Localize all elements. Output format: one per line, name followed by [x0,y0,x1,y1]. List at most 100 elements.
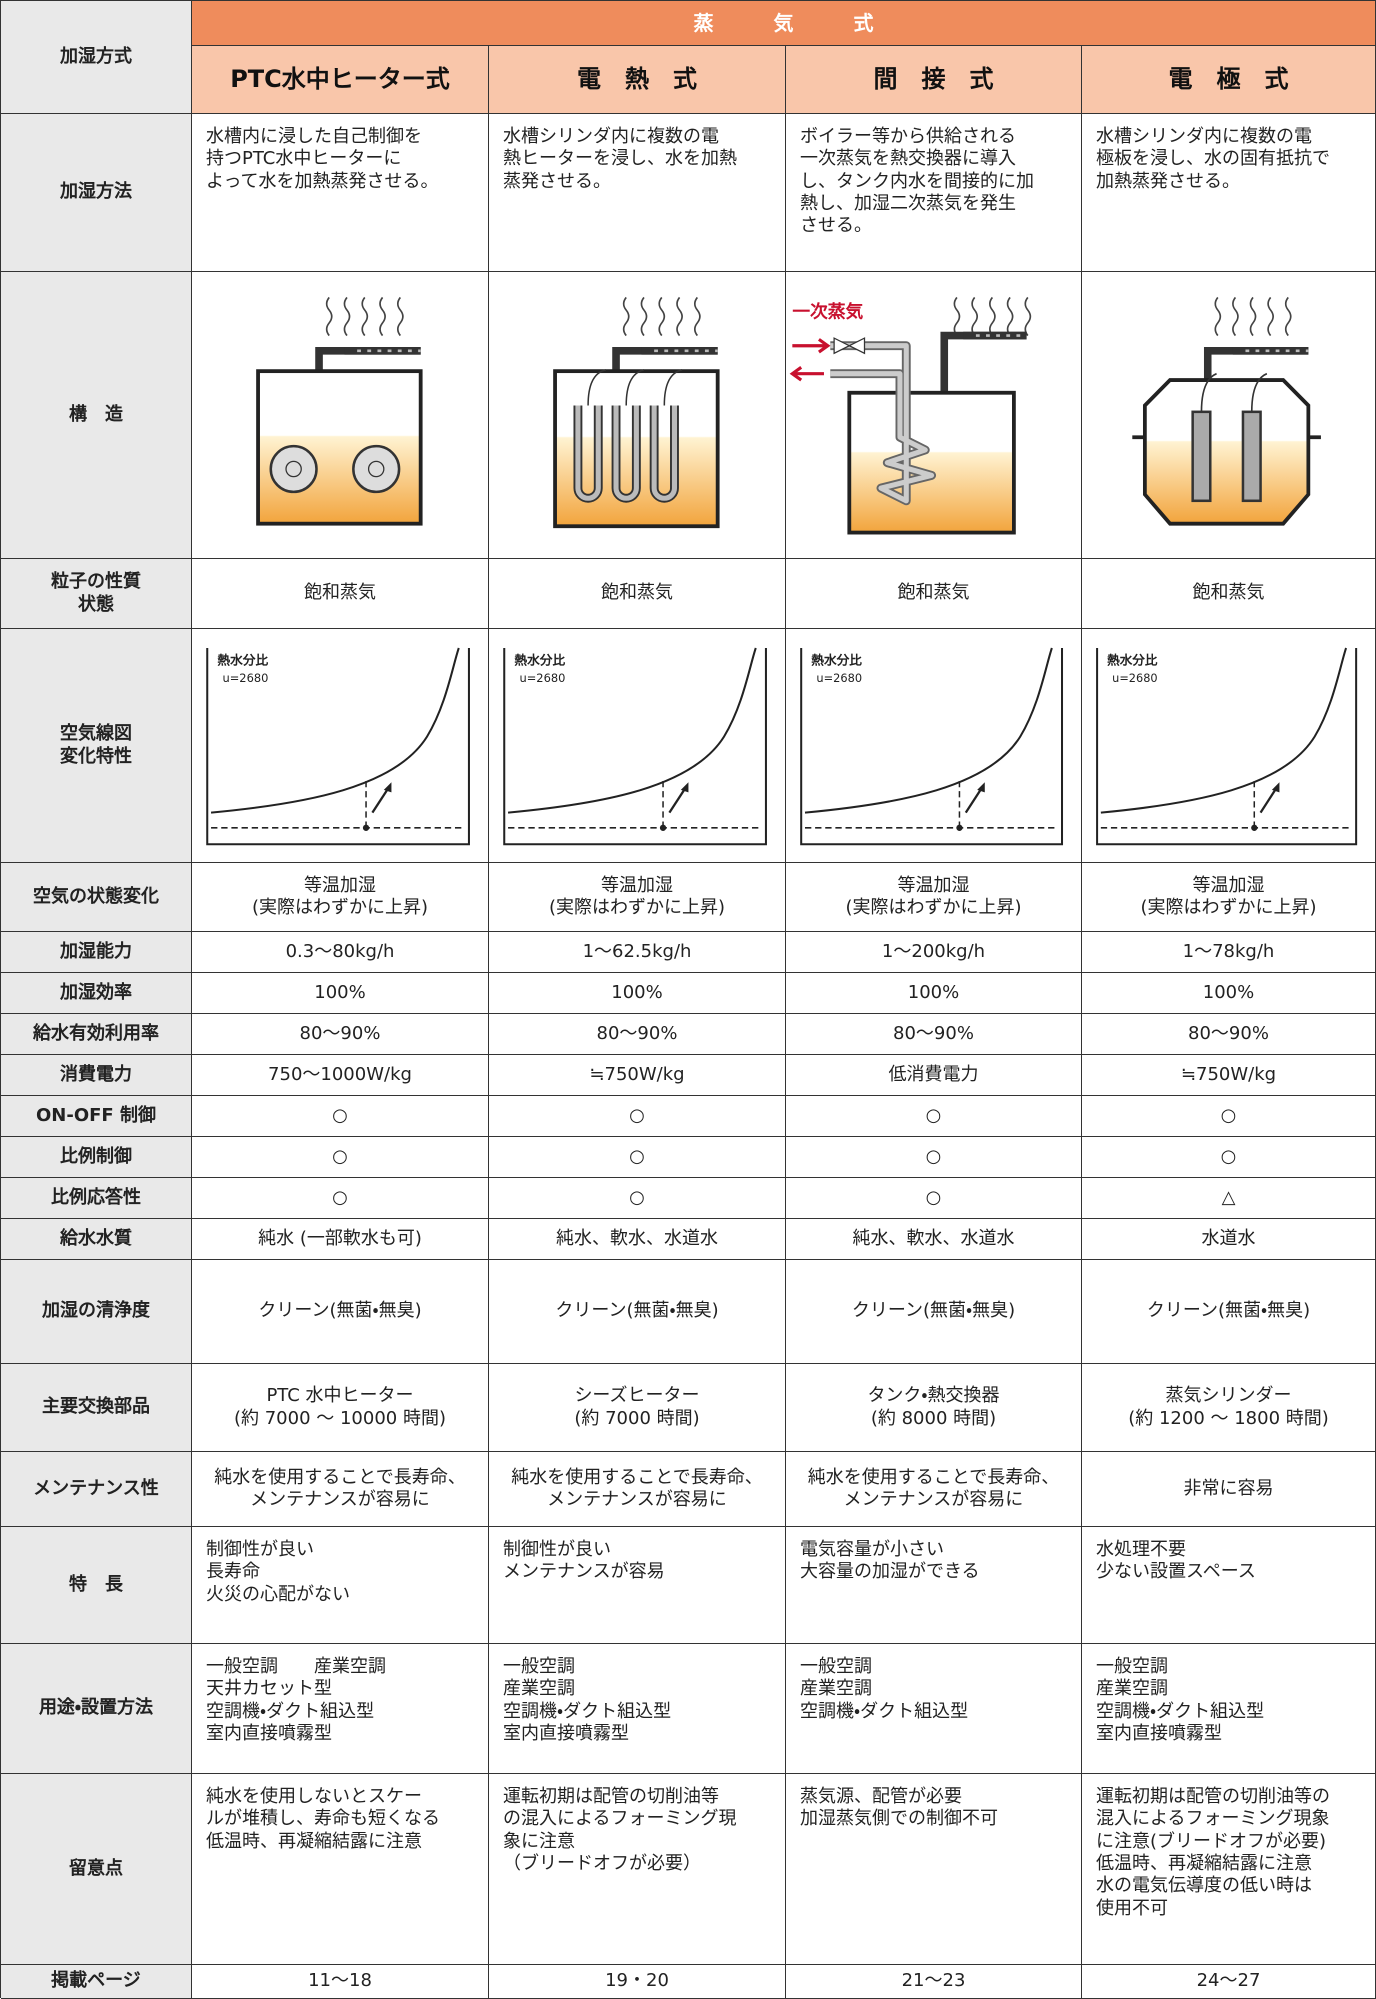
diagram-circle [352,444,401,494]
cell-text: 純水、軟水、水道水 [786,1219,1082,1260]
diagram-path [507,647,757,814]
cell-text: 飽和蒸気 [786,559,1082,629]
diagram-path [1214,296,1222,337]
row-label: 加湿能力 [1,932,192,973]
diagram-path [1024,296,1032,337]
diagram-path [804,647,1053,814]
diagram-polygon [1271,782,1280,793]
diagram-path [325,296,333,337]
row-label: メンテナンス性 [1,1452,192,1527]
cell-text: ○ [786,1178,1082,1219]
diagram-circle [1251,824,1258,831]
diagram-path [640,296,648,337]
diagram-path [587,369,607,406]
cell-text: 80〜90% [192,1014,489,1055]
cell-text: クリーン(無菌・無臭) [786,1260,1082,1364]
cell-text: 11〜18 [192,1965,489,1999]
diagram-path [1200,372,1268,412]
diagram-path [1096,647,1358,846]
diagram-path [940,331,1027,393]
row-label: ON-OFF 制御 [1,1096,192,1137]
cell-text: 100% [489,973,786,1014]
diagram-path [379,296,386,337]
row-label: 主要交換部品 [1,1364,192,1452]
diagram-circle [269,444,318,494]
diagram-svg: 一次蒸気 [789,296,1032,535]
row-label: 空気線図 変化特性 [1,629,192,863]
cell-text: 100% [1082,973,1376,1014]
chart-u: u=2680 [816,671,862,685]
annotation: 一次蒸気 [792,301,863,323]
row-label: 空気の状態変化 [1,863,192,932]
cell-text: 80〜90% [1082,1014,1376,1055]
diagram-circle [659,824,667,831]
row-label: 加湿効率 [1,973,192,1014]
cell-text: 蒸気源、配管が必要 加湿蒸気側での制御不可 [786,1774,1082,1965]
diagram-path [989,296,996,337]
diagram-polygon [1142,378,1311,526]
diagram-circle [367,460,385,478]
diagram-path [1100,647,1348,814]
row-label: 給水水質 [1,1219,192,1260]
diagram-path [1203,346,1309,381]
diagram-path [651,405,678,501]
diagram-polygon [847,337,866,355]
cell-text: 非常に容易 [1082,1452,1376,1527]
diagram-polygon [680,782,689,793]
cell-text: シーズヒーター (約 7000 時間) [489,1364,786,1452]
cell-text: 純水を使用することで長寿命、 メンテナンスが容易に [786,1452,1082,1527]
cell-text: 純水、軟水、水道水 [489,1219,786,1260]
row-label: 加湿の清浄度 [1,1260,192,1364]
diagram-path [613,405,639,501]
diagram-path [343,296,351,337]
cell-text: ○ [192,1178,489,1219]
column-header: 電 熱 式 [489,46,786,114]
cell-text: 等温加湿 (実際はわずかに上昇) [1082,863,1376,932]
cell-text: 1〜200kg/h [786,932,1082,973]
diagram-path [1100,780,1353,829]
cell-text: 一般空調 産業空調 空調機・ダクト組込型 [786,1644,1082,1774]
diagram-path [622,296,630,337]
diagram-path [830,343,935,504]
diagram-svg: 熱水分比 u=2680 [206,647,470,846]
cell-text: ○ [489,1137,786,1178]
cell-text: ≒750W/kg [489,1055,786,1096]
diagram-svg [1132,296,1321,526]
diagram-path [792,338,831,354]
chart-label: 熱水分比 [1107,652,1158,667]
row-label: 加湿方式 [1,1,192,114]
structure-diagram: 一次蒸気 [786,272,1082,559]
row-label: 特 長 [1,1527,192,1644]
diagram-path [508,780,763,829]
diagram-rect [256,369,423,526]
diagram-path [693,296,701,337]
diagram-path [396,296,404,337]
cell-text: 純水を使用することで長寿命、 メンテナンスが容易に [489,1452,786,1527]
diagram-path [953,296,961,337]
diagram-path [575,405,601,501]
cell-text: 1〜62.5kg/h [489,932,786,973]
cell-text: △ [1082,1178,1376,1219]
cell-text: 電気容量が小さい 大容量の加湿ができる [786,1527,1082,1644]
cell-text: ボイラー等から供給される 一次蒸気を熱交換器に導入 し、タンク内水を間接的に加 … [786,114,1082,272]
cell-text: ○ [786,1137,1082,1178]
cell-text: 純水を使用することで長寿命、 メンテナンスが容易に [192,1452,489,1527]
column-header: PTC水中ヒーター式 [192,46,489,114]
cell-text: 等温加湿 (実際はわずかに上昇) [192,863,489,932]
diagram-path [789,366,824,382]
diagram-circle [956,824,963,831]
chart-u: u=2680 [1112,671,1157,685]
cell-text: 運転初期は配管の切削油等の 混入によるフォーミング現象 に注意(ブリードオフが必… [1082,1774,1376,1965]
row-label: 留意点 [1,1774,192,1965]
cell-text: ○ [489,1178,786,1219]
column-header: 電 極 式 [1082,46,1376,114]
psychrometric-chart: 熱水分比 u=2680 [192,629,489,863]
diagram-rect [847,390,1016,535]
cell-text: ○ [1082,1096,1376,1137]
diagram-path [361,296,369,337]
cell-text: 一般空調 産業空調 空調機・ダクト組込型 室内直接噴霧型 [489,1644,786,1774]
cell-text: 19・20 [489,1965,786,1999]
diagram-path [210,647,460,814]
cell-text: 80〜90% [786,1014,1082,1055]
